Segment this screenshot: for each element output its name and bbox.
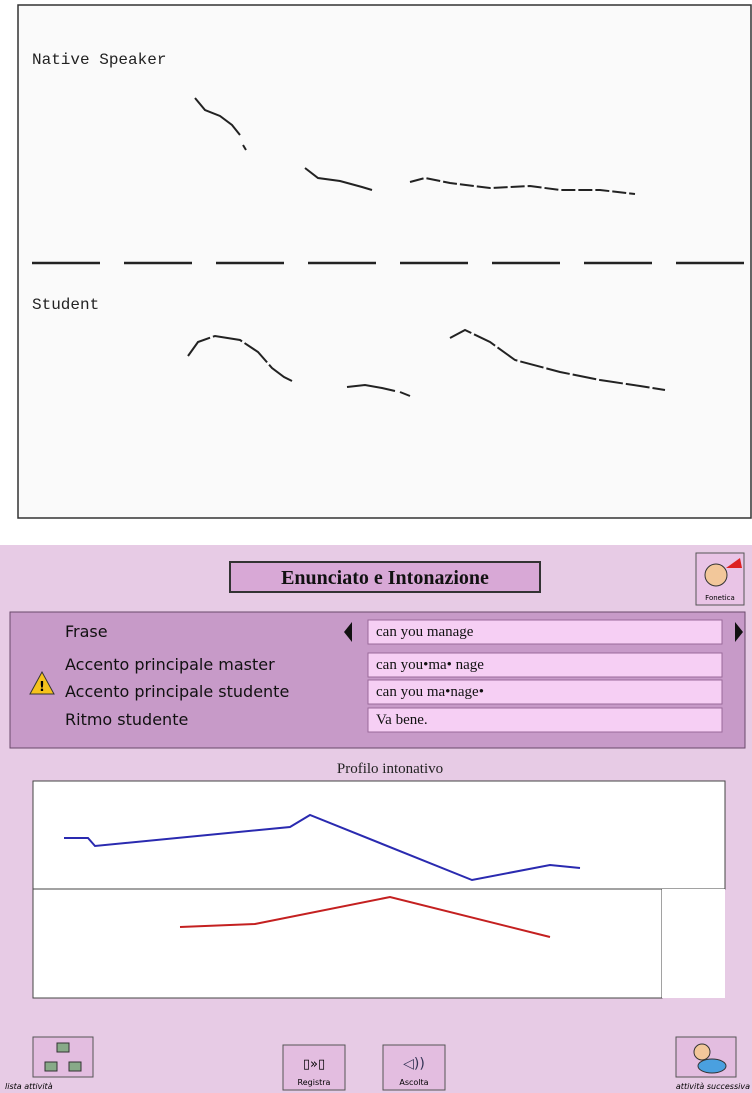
figure-frame — [18, 5, 751, 518]
app-title: Enunciato e Intonazione — [281, 567, 489, 589]
figure-label: Student — [32, 296, 99, 314]
icon: ▯»▯ — [303, 1057, 325, 1072]
icon: ◁)) — [403, 1056, 425, 1072]
screenshot: Native Speaker Student Enunciato e Inton… — [0, 0, 752, 1093]
button-label: Ascolta — [399, 1078, 428, 1087]
icon — [57, 1043, 69, 1052]
phonetics-button[interactable]: Fonetica — [696, 553, 744, 605]
row-value: can you ma•nage• — [376, 684, 484, 700]
button-label: Registra — [298, 1078, 331, 1087]
button-label: Fonetica — [705, 594, 735, 602]
row-label: Accento principale master — [65, 655, 275, 674]
row-label: Frase — [65, 622, 108, 641]
row-label: Accento principale studente — [65, 682, 289, 701]
master-profile — [33, 781, 725, 889]
icon — [705, 564, 727, 586]
row-value: Va bene. — [376, 712, 428, 728]
row-label: Ritmo studente — [65, 710, 188, 729]
icon — [45, 1062, 57, 1071]
figure-label: Native Speaker — [32, 51, 166, 69]
row-value: can you manage — [376, 624, 474, 640]
profile-title: Profilo intonativo — [337, 761, 443, 777]
icon: ! — [39, 680, 45, 695]
page: Native Speaker Student Enunciato e Inton… — [0, 0, 752, 1093]
row-value: can you•ma• nage — [376, 657, 484, 673]
icon — [69, 1062, 81, 1071]
icon — [694, 1044, 710, 1060]
button-label: lista attività — [5, 1082, 53, 1091]
profile-filler — [662, 889, 725, 998]
button-label: attività successiva — [676, 1082, 750, 1091]
listen-button[interactable]: ◁)) Ascolta — [383, 1045, 445, 1090]
icon — [698, 1059, 726, 1073]
record-button[interactable]: ▯»▯ Registra — [283, 1045, 345, 1090]
